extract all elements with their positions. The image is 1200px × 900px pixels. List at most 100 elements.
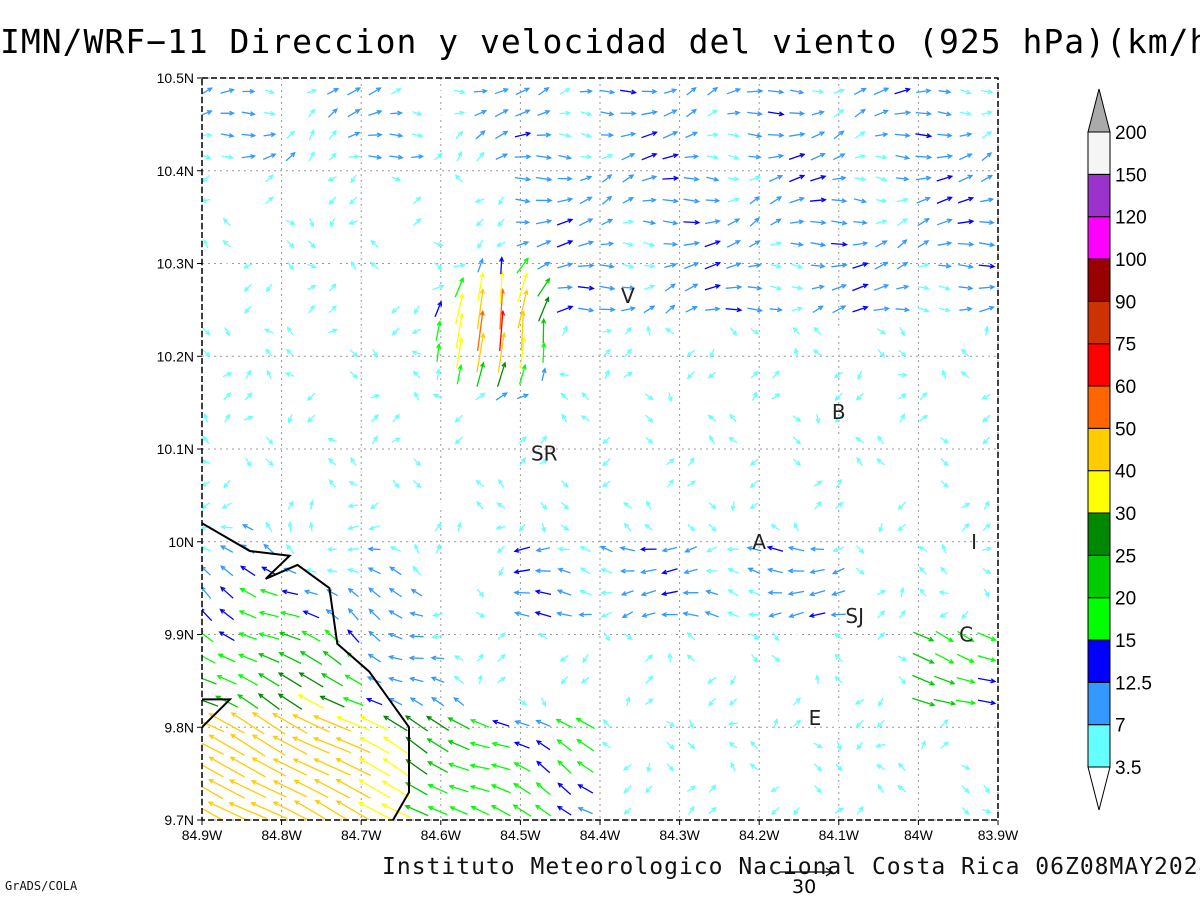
wind-vector-head	[732, 633, 739, 639]
wind-vector-head	[238, 653, 244, 659]
wind-vector-head	[964, 502, 971, 508]
wind-vector-head	[498, 592, 504, 598]
wind-vector-head	[990, 678, 997, 684]
wind-vector-shaft	[308, 130, 315, 141]
wind-vector-head	[500, 699, 507, 705]
wind-vector-head	[476, 523, 482, 529]
wind-vector-shaft	[348, 504, 359, 507]
wind-vector-head	[559, 656, 566, 662]
wind-vector-head	[945, 263, 952, 269]
wind-vector-shaft	[768, 568, 783, 574]
wind-vector-head	[415, 437, 422, 443]
wind-vector-head	[415, 241, 422, 247]
wind-vector-shaft	[767, 111, 784, 116]
wind-vector-head	[793, 809, 799, 816]
wind-vector-head	[812, 633, 819, 639]
wind-vector-head	[709, 435, 714, 441]
wind-vector-head	[477, 548, 483, 554]
wind-vector-shaft	[706, 176, 719, 181]
wind-vector-head	[457, 544, 463, 551]
wind-vector-head	[928, 636, 935, 642]
wind-vector-head	[984, 766, 990, 773]
lon-tick-label: 84.5W	[500, 827, 541, 843]
wind-vector-shaft	[748, 590, 760, 596]
wind-vector-head	[519, 630, 525, 637]
wind-vector-head	[795, 655, 802, 661]
wind-vector-head	[375, 87, 382, 93]
wind-vector-shaft	[281, 611, 300, 618]
wind-vector-shaft	[662, 546, 678, 552]
wind-vector-head	[582, 657, 588, 664]
wind-vector-shaft	[981, 152, 992, 162]
wind-vector-head	[391, 262, 398, 268]
wind-vector-shaft	[470, 719, 490, 728]
wind-vector-shaft	[500, 257, 503, 275]
wind-vector-head	[388, 587, 395, 593]
wind-vector-head	[479, 309, 485, 316]
wind-vector-shaft	[513, 783, 531, 795]
wind-vector-shaft	[662, 198, 678, 202]
wind-vector-head	[391, 308, 397, 314]
wind-vector-head	[381, 780, 388, 786]
wind-vector-head	[188, 736, 193, 740]
wind-vector-shaft	[476, 588, 484, 597]
wind-vector-shaft	[788, 153, 805, 161]
wind-vector-head	[437, 111, 444, 116]
wind-vector-head	[257, 673, 264, 678]
wind-vector-shaft	[320, 695, 345, 708]
wind-vector-head	[649, 284, 656, 290]
wind-vector-head	[626, 348, 633, 355]
wind-vector-head	[946, 240, 953, 247]
wind-vector-shaft	[282, 590, 299, 596]
wind-vector-head	[712, 86, 719, 93]
lon-tick-label: 84.2W	[739, 827, 780, 843]
wind-vector-head	[766, 567, 773, 573]
wind-vector-shaft	[515, 612, 530, 617]
wind-vector-head	[498, 570, 504, 577]
wind-vector-head	[878, 413, 884, 420]
wind-vector-head	[694, 240, 701, 246]
wind-vector-shaft	[370, 240, 379, 248]
wind-vector-shaft	[263, 111, 275, 115]
wind-vector-shaft	[436, 369, 440, 381]
wind-vector-shaft	[413, 218, 421, 226]
wind-vector-head	[415, 175, 422, 181]
wind-vector-head	[588, 307, 595, 313]
wind-vector-shaft	[749, 240, 760, 248]
wind-vector-shaft	[303, 610, 320, 619]
wind-vector-shaft	[349, 196, 358, 205]
wind-vector-head	[875, 764, 882, 770]
wind-vector-head	[266, 391, 272, 398]
wind-vector-shaft	[832, 590, 846, 596]
wind-vector-shaft	[252, 734, 286, 757]
wind-vector-head	[733, 154, 740, 160]
wind-vector-shaft	[749, 613, 760, 616]
wind-vector-shaft	[556, 305, 573, 313]
wind-vector-head	[393, 216, 399, 223]
wind-vector-head	[943, 482, 949, 488]
wind-vector-shaft	[933, 698, 955, 705]
wind-vector-shaft	[662, 590, 678, 595]
wind-vector-head	[490, 763, 497, 768]
wind-vector-head	[205, 154, 212, 160]
wind-vector-head	[303, 589, 310, 595]
wind-vector-head	[368, 608, 374, 614]
wind-vector-head	[651, 109, 658, 116]
wind-vector-head	[376, 109, 383, 115]
wind-vector-shaft	[687, 457, 695, 467]
wind-vector-head	[540, 679, 546, 686]
wind-vector-head	[257, 653, 264, 658]
wind-vector-head	[369, 285, 376, 290]
wind-vector-shaft	[498, 479, 505, 488]
wind-vector-head	[454, 197, 461, 203]
wind-vector-head	[990, 657, 997, 663]
wind-vector-head	[281, 589, 288, 595]
wind-vector-head	[628, 241, 635, 247]
wind-vector-head	[208, 734, 215, 740]
wind-vector-shaft	[854, 155, 866, 159]
wind-vector-head	[370, 239, 376, 246]
wind-vector-shaft	[729, 327, 737, 336]
wind-vector-shaft	[202, 436, 210, 445]
wind-vector-head	[557, 546, 564, 552]
wind-vector-head	[307, 395, 313, 401]
